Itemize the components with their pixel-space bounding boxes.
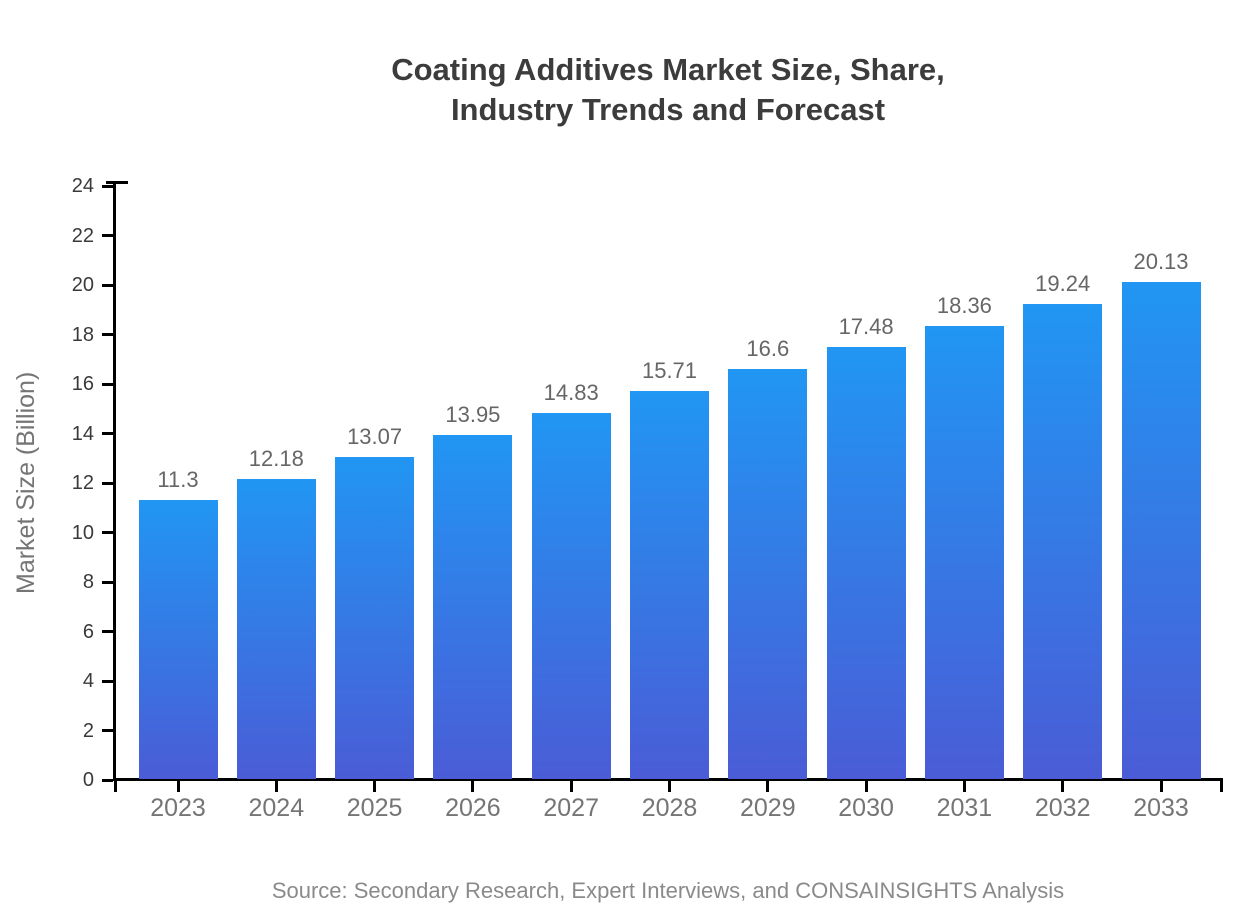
x-axis-tick — [766, 780, 770, 792]
y-axis-tick-label: 10 — [71, 521, 94, 544]
y-axis-tick-label: 12 — [71, 472, 94, 494]
y-axis-line — [113, 181, 116, 781]
y-axis-tick — [102, 778, 113, 782]
bar-2033 — [1121, 281, 1201, 779]
y-axis-tick-label: 8 — [82, 571, 94, 593]
bar-value-label: 12.18 — [248, 445, 304, 471]
y-axis-tick — [102, 531, 113, 534]
y-axis-tick-label: 4 — [82, 670, 94, 692]
bar-2032 — [1023, 303, 1103, 779]
x-axis-tick — [176, 780, 180, 792]
y-axis-tick — [102, 630, 113, 633]
y-axis-top-cap — [106, 181, 128, 184]
x-axis-tick-label: 2024 — [248, 794, 305, 822]
bar-2029 — [728, 369, 808, 779]
bar-value-label: 14.83 — [543, 379, 599, 405]
y-axis-tick-label: 14 — [71, 422, 94, 445]
bar-2027 — [531, 412, 611, 779]
x-axis-tick-label: 2025 — [346, 794, 403, 822]
y-axis-tick — [102, 283, 113, 287]
chart-title-line-2: Industry Trends and Forecast — [450, 92, 886, 127]
x-axis-tick-label: 2027 — [543, 794, 599, 822]
y-axis-tick — [102, 184, 113, 188]
y-axis-tick-label: 20 — [71, 274, 94, 296]
y-axis-tick — [102, 580, 113, 584]
x-axis-tick-label: 2028 — [641, 794, 698, 822]
bar-value-label: 20.13 — [1133, 248, 1189, 274]
chart-title-line-1: Coating Additives Market Size, Share, — [391, 52, 945, 87]
bar-2025 — [335, 456, 415, 779]
chart-title: Coating Additives Market Size, Share, In… — [115, 50, 1221, 130]
bar-value-label: 16.6 — [746, 336, 790, 362]
x-axis-tick-label: 2030 — [838, 794, 894, 822]
x-axis-tick — [668, 780, 671, 792]
x-axis-tick — [274, 780, 278, 792]
x-axis-end-tick — [1220, 780, 1223, 792]
x-axis-tick-label: 2032 — [1034, 794, 1091, 822]
x-axis-tick — [569, 780, 573, 792]
x-axis-tick-label: 2026 — [445, 794, 501, 822]
bar-value-label: 13.07 — [347, 423, 403, 449]
x-axis-tick — [864, 780, 868, 792]
y-axis-tick-label: 16 — [71, 373, 94, 395]
bar-2030 — [826, 347, 906, 779]
y-axis-tick — [102, 432, 113, 435]
bar-2028 — [630, 391, 709, 779]
bar-value-label: 19.24 — [1035, 270, 1091, 296]
y-axis-tick-label: 6 — [82, 620, 94, 643]
y-axis-tick — [102, 729, 113, 732]
bar-2023 — [138, 500, 218, 779]
x-axis-tick — [373, 780, 377, 792]
bar-value-label: 15.71 — [641, 358, 698, 384]
x-axis-tick — [471, 780, 475, 792]
x-axis-end-tick — [113, 780, 117, 792]
y-axis-tick-label: 0 — [82, 769, 94, 791]
y-axis-tick — [102, 333, 113, 336]
x-axis-tick-label: 2031 — [936, 794, 993, 822]
y-axis-tick-label: 18 — [71, 323, 94, 346]
x-axis-line — [113, 778, 1223, 781]
bar-2024 — [236, 478, 316, 779]
bar-2026 — [433, 434, 513, 779]
y-axis-tick — [102, 481, 113, 485]
y-axis-tick — [102, 382, 113, 386]
bar-value-label: 11.3 — [157, 467, 199, 493]
x-axis-tick-label: 2023 — [150, 794, 206, 822]
y-axis-tick-label: 22 — [71, 224, 94, 247]
y-axis-tick — [102, 234, 113, 237]
bar-value-label: 17.48 — [838, 314, 894, 340]
x-axis-tick — [1061, 780, 1065, 792]
bar-value-label: 18.36 — [936, 292, 992, 318]
x-axis-tick-label: 2033 — [1133, 794, 1189, 822]
bar-value-label: 13.95 — [445, 401, 501, 427]
y-axis-tick-label: 24 — [71, 175, 94, 197]
y-axis-tick-label: 2 — [82, 719, 94, 742]
x-axis-tick — [1159, 780, 1163, 792]
y-axis-tick — [102, 679, 113, 683]
bar-2031 — [924, 325, 1004, 779]
x-axis-tick — [962, 780, 966, 792]
source-note: Source: Secondary Research, Expert Inter… — [271, 878, 1065, 903]
x-axis-tick-label: 2029 — [739, 794, 796, 822]
